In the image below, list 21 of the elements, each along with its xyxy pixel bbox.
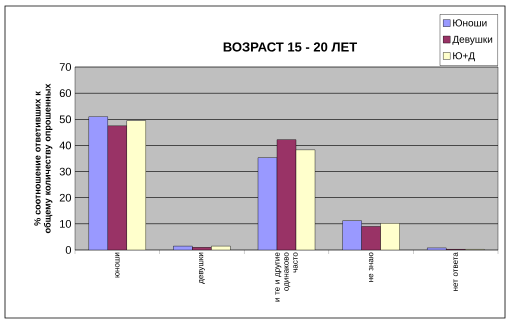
- legend-label: Ю+Д: [453, 52, 475, 62]
- legend-label: Юноши: [453, 19, 486, 26]
- legend-label: Девушки: [452, 36, 492, 45]
- y-axis-title: % соотношение ответивших к общему количеству опрошенных: [34, 84, 52, 234]
- bar: [380, 223, 400, 250]
- y-tick-label: 50: [60, 115, 72, 124]
- x-tick-label: нет ответа: [454, 252, 458, 291]
- x-tick-label: юноши: [115, 252, 120, 278]
- x-tick-label: и те и другие одинаково часто: [275, 252, 298, 302]
- chart-title: ВОЗРАСТ 15 - 20 ЛЕТ: [224, 42, 358, 52]
- y-tick-label: 20: [60, 194, 72, 202]
- bar: [296, 150, 316, 250]
- bar: [126, 120, 146, 250]
- x-tick-label: девушки: [198, 252, 205, 284]
- x-tick-label: не знаю: [368, 252, 374, 282]
- y-tick-label: 60: [60, 89, 72, 98]
- y-tick-label: 0: [66, 246, 72, 254]
- y-tick-label: 30: [60, 168, 72, 176]
- y-tick-label: 70: [60, 63, 72, 71]
- y-tick-label: 40: [59, 142, 72, 150]
- y-tick-label: 10: [60, 220, 72, 228]
